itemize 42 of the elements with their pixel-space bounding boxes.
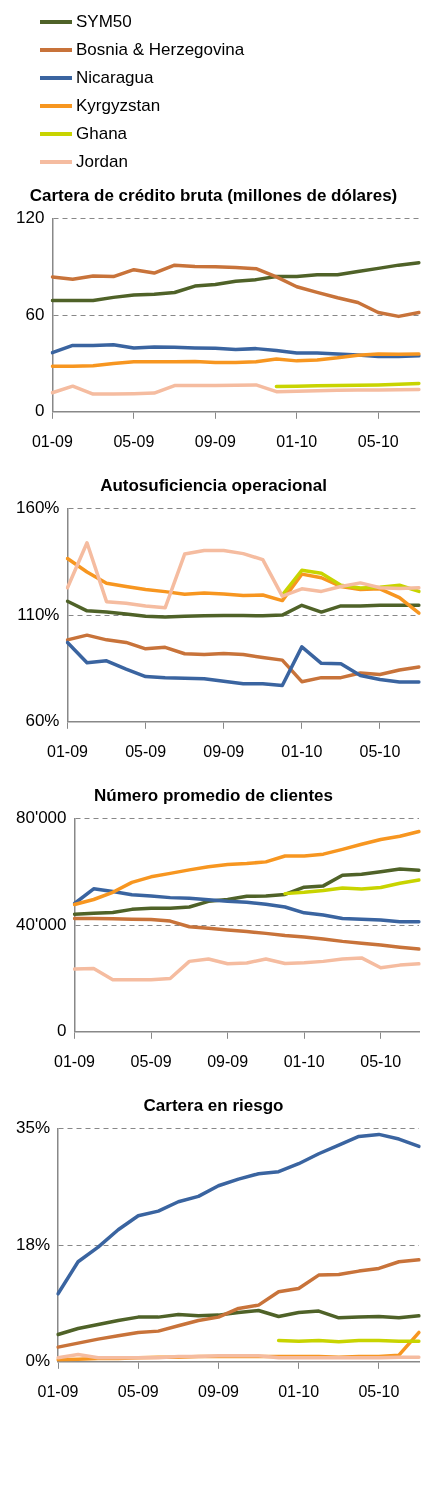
y-tick-label: 60% bbox=[25, 711, 60, 731]
legend-label: Jordan bbox=[76, 152, 128, 172]
x-tick-label: 05-09 bbox=[125, 742, 167, 760]
y-tick-label: 120 bbox=[15, 208, 45, 228]
y-tick-label: 60 bbox=[25, 304, 45, 324]
x-tick-label: 05-10 bbox=[360, 1052, 402, 1070]
legend-label: Nicaragua bbox=[76, 68, 154, 88]
legend-label: Ghana bbox=[76, 124, 128, 144]
y-tick-label: 40'000 bbox=[15, 914, 67, 934]
x-tick-label: 01-09 bbox=[54, 1052, 96, 1070]
chart-title: Autosuficiencia operacional bbox=[100, 475, 327, 495]
chart-title: Número promedio de clientes bbox=[94, 785, 333, 805]
x-tick-label: 09-09 bbox=[198, 1382, 240, 1400]
x-tick-label: 01-10 bbox=[278, 1382, 320, 1400]
x-tick-label: 05-09 bbox=[130, 1052, 172, 1070]
x-tick-label: 05-10 bbox=[358, 1382, 400, 1400]
x-tick-label: 01-10 bbox=[283, 1052, 325, 1070]
legend-label: Bosnia & Herzegovina bbox=[76, 40, 245, 60]
y-tick-label: 160% bbox=[16, 498, 60, 518]
x-tick-label: 05-10 bbox=[357, 432, 399, 450]
x-tick-label: 09-09 bbox=[207, 1052, 249, 1070]
y-tick-label: 0 bbox=[57, 1021, 67, 1041]
y-tick-label: 18% bbox=[15, 1234, 51, 1254]
legend-label: Kyrgyzstan bbox=[76, 96, 161, 116]
y-tick-label: 80'000 bbox=[15, 808, 67, 828]
legend-label: SYM50 bbox=[76, 12, 132, 32]
y-tick-label: 0% bbox=[25, 1351, 51, 1371]
x-tick-label: 01-09 bbox=[47, 742, 89, 760]
chart-title: Cartera en riesgo bbox=[143, 1095, 284, 1115]
y-tick-label: 110% bbox=[17, 604, 60, 624]
x-tick-label: 05-09 bbox=[117, 1382, 159, 1400]
x-tick-label: 01-10 bbox=[276, 432, 318, 450]
x-tick-label: 01-09 bbox=[37, 1382, 79, 1400]
chart-title: Cartera de crédito bruta (millones de dólares) bbox=[29, 185, 398, 205]
x-tick-label: 05-09 bbox=[113, 432, 155, 450]
y-tick-label: 35% bbox=[15, 1118, 51, 1138]
x-tick-label: 09-09 bbox=[203, 742, 245, 760]
x-tick-label: 01-10 bbox=[281, 742, 323, 760]
x-tick-label: 09-09 bbox=[194, 432, 236, 450]
x-tick-label: 01-09 bbox=[31, 432, 73, 450]
y-tick-label: 0 bbox=[34, 401, 45, 421]
x-tick-label: 05-10 bbox=[359, 742, 401, 760]
